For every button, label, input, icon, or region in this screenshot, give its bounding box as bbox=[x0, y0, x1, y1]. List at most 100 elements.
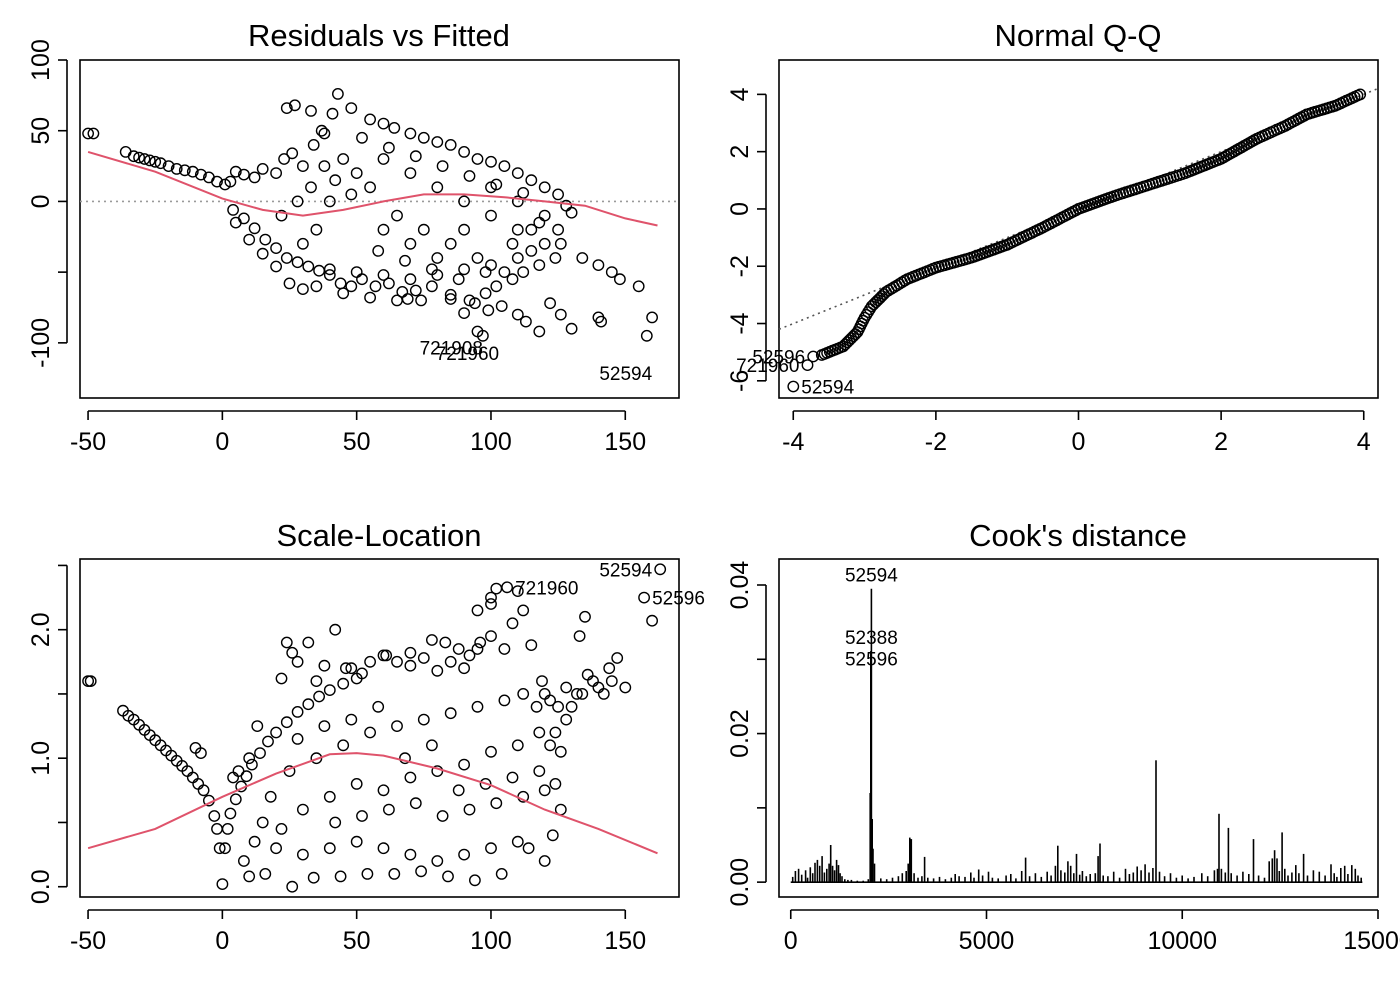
data-point bbox=[511, 739, 524, 752]
data-point bbox=[356, 810, 368, 822]
data-point bbox=[227, 203, 240, 216]
data-point bbox=[533, 765, 546, 777]
data-point bbox=[82, 127, 95, 140]
data-point bbox=[186, 771, 199, 784]
data-point bbox=[296, 848, 309, 861]
data-point bbox=[270, 726, 282, 739]
y-tick-label: 2 bbox=[726, 145, 754, 159]
data-point bbox=[530, 700, 543, 713]
data-point bbox=[302, 698, 315, 711]
data-point bbox=[444, 237, 457, 250]
data-point bbox=[291, 256, 304, 269]
data-point bbox=[581, 668, 594, 681]
data-point bbox=[458, 662, 470, 675]
data-point bbox=[522, 842, 535, 855]
data-point bbox=[270, 260, 282, 273]
data-point bbox=[331, 88, 344, 100]
x-tick-label: 0 bbox=[1072, 428, 1086, 456]
data-point bbox=[468, 297, 481, 310]
data-point bbox=[490, 797, 503, 810]
data-point bbox=[350, 835, 363, 848]
x-tick-label: 10000 bbox=[1147, 927, 1217, 955]
point-label: 721960 bbox=[436, 344, 499, 365]
data-point bbox=[318, 720, 331, 732]
data-point bbox=[511, 252, 524, 264]
point-label: 52594 bbox=[801, 378, 854, 399]
data-point bbox=[154, 157, 167, 170]
data-point bbox=[243, 870, 256, 883]
data-point bbox=[554, 745, 567, 758]
data-point bbox=[485, 745, 497, 758]
data-point bbox=[640, 329, 653, 342]
quantile-point bbox=[1354, 88, 1367, 101]
data-point bbox=[178, 164, 191, 177]
data-point bbox=[490, 582, 503, 595]
data-point bbox=[485, 598, 497, 610]
data-point bbox=[350, 266, 363, 278]
data-point bbox=[417, 652, 430, 664]
data-point bbox=[538, 181, 551, 194]
data-point bbox=[597, 688, 610, 700]
data-point bbox=[409, 150, 422, 163]
point-label: 721908 bbox=[420, 338, 483, 359]
data-point bbox=[143, 154, 156, 167]
data-point bbox=[194, 168, 207, 181]
data-point bbox=[638, 591, 650, 604]
data-point bbox=[536, 675, 548, 687]
data-point bbox=[417, 223, 430, 236]
panel-title: Cook's distance bbox=[969, 518, 1187, 553]
data-point bbox=[552, 223, 564, 236]
y-tick-label: -2 bbox=[726, 255, 754, 277]
data-point bbox=[221, 823, 234, 835]
x-tick-label: 100 bbox=[470, 927, 512, 955]
x-tick-label: 50 bbox=[343, 927, 371, 955]
data-point bbox=[399, 752, 411, 765]
point-label: 52388 bbox=[845, 628, 898, 649]
y-tick-label: -6 bbox=[726, 370, 754, 392]
x-tick-label: 5000 bbox=[959, 927, 1015, 955]
data-point bbox=[485, 155, 497, 168]
data-point bbox=[382, 141, 395, 154]
data-point bbox=[87, 127, 100, 140]
data-point bbox=[138, 153, 151, 165]
data-point bbox=[506, 237, 519, 250]
smooth-line bbox=[87, 150, 658, 227]
data-point bbox=[538, 688, 551, 700]
data-point bbox=[439, 636, 452, 649]
data-point bbox=[232, 765, 245, 777]
data-point bbox=[254, 747, 266, 759]
data-point bbox=[471, 700, 484, 713]
data-point bbox=[318, 659, 331, 672]
data-point bbox=[485, 591, 497, 604]
data-point bbox=[544, 297, 556, 310]
data-point bbox=[576, 252, 589, 264]
quantile-point bbox=[841, 336, 854, 349]
data-point bbox=[417, 713, 430, 726]
data-point bbox=[506, 273, 519, 286]
data-point bbox=[463, 294, 476, 307]
data-point bbox=[326, 107, 339, 120]
data-point bbox=[364, 291, 376, 304]
y-tick-label: 50 bbox=[27, 117, 55, 145]
data-point bbox=[560, 713, 573, 726]
y-tick-label: 1.0 bbox=[27, 741, 55, 776]
data-point bbox=[573, 630, 586, 642]
data-point bbox=[323, 269, 336, 281]
data-point bbox=[404, 646, 417, 659]
y-axis: -6 -4 -2 0 2 4 bbox=[726, 87, 767, 392]
data-point bbox=[364, 655, 376, 668]
y-tick-label: 2.0 bbox=[27, 612, 55, 647]
data-point bbox=[377, 223, 390, 236]
data-point bbox=[339, 662, 352, 675]
quantile-point bbox=[860, 308, 873, 321]
data-point bbox=[458, 848, 470, 861]
data-point bbox=[458, 195, 470, 208]
data-point bbox=[485, 842, 497, 855]
data-point bbox=[377, 784, 390, 797]
x-axis: -50 0 50 100 150 bbox=[70, 410, 646, 456]
data-point bbox=[549, 252, 562, 264]
data-point bbox=[474, 636, 487, 649]
data-point bbox=[517, 604, 530, 617]
